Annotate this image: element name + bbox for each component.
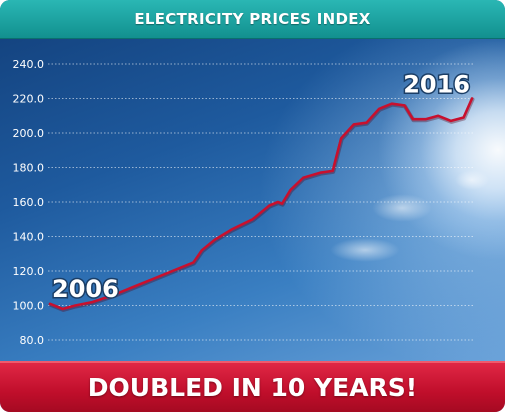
end-year-label: 2016 [403,71,470,99]
y-tick-label: 220.0 [13,93,45,106]
y-tick-label: 160.0 [13,196,45,209]
cloud-wisp [330,238,400,262]
cloud-wisp [372,194,432,222]
title-banner [0,0,505,39]
y-tick-label: 100.0 [13,300,45,313]
y-tick-label: 240.0 [13,58,45,71]
y-tick-label: 180.0 [13,162,45,175]
footer-headline: DOUBLED IN 10 YEARS! [87,373,418,402]
chart-title: ELECTRICITY PRICES INDEX [134,10,371,28]
series-line [48,97,474,311]
y-tick-label: 80.0 [20,334,45,347]
y-tick-label: 140.0 [13,231,45,244]
cloud-wisp [455,170,489,190]
y-tick-label: 200.0 [13,127,45,140]
start-year-label: 2006 [52,275,119,303]
footer-banner [0,361,505,412]
y-tick-label: 120.0 [13,265,45,278]
